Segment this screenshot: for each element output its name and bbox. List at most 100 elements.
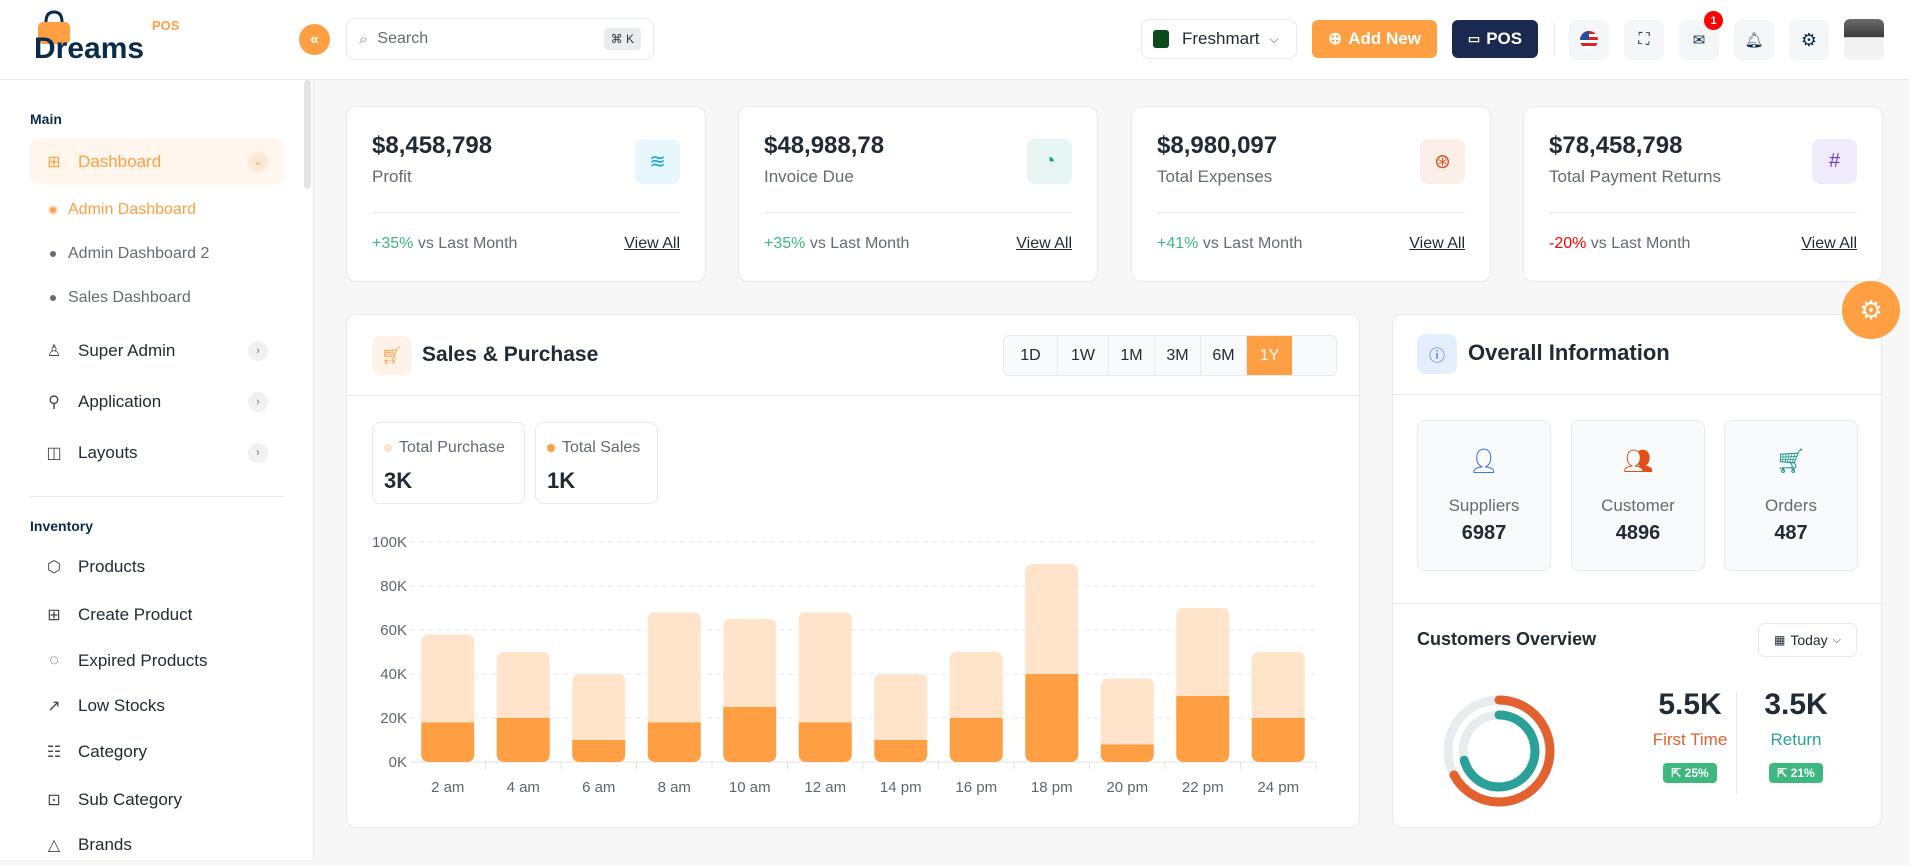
- fullscreen-button[interactable]: ⛶: [1624, 20, 1664, 60]
- mail-button[interactable]: ✉ 1: [1679, 11, 1723, 60]
- avatar[interactable]: [1844, 19, 1884, 59]
- info-box-suppliers[interactable]: 👤︎ Suppliers 6987: [1417, 420, 1551, 571]
- sidebar-item-sub-category[interactable]: ⊡ Sub Category: [30, 780, 284, 820]
- store-select[interactable]: Freshmart ⌵: [1141, 19, 1297, 59]
- tab-1W[interactable]: 1W: [1058, 336, 1109, 375]
- pos-button[interactable]: ▭ POS: [1452, 20, 1538, 58]
- sidebar-sub-sales-dashboard[interactable]: Sales Dashboard: [50, 289, 191, 307]
- customers-overview-title: Customers Overview: [1417, 629, 1597, 649]
- info-box-customer[interactable]: 👥︎ Customer 4896: [1571, 420, 1705, 571]
- sidebar-sub-admin-dashboard[interactable]: Admin Dashboard: [50, 201, 196, 219]
- tab-3M[interactable]: 3M: [1155, 336, 1201, 375]
- sidebar-item-create-product[interactable]: ⊞ Create Product: [30, 595, 284, 635]
- bar-purchase: [798, 612, 852, 723]
- theme-settings-button[interactable]: ⚙: [1842, 281, 1900, 339]
- chart-pie-icon: ◔: [1027, 139, 1072, 184]
- bar-purchase: [1251, 652, 1305, 718]
- legend-total-purchase[interactable]: Total Purchase 3K: [372, 422, 525, 504]
- return-stat: 3.5K Return ⇱ 21%: [1736, 688, 1856, 783]
- x-tick-label: 18 pm: [1031, 779, 1073, 796]
- trending-icon: ↗: [47, 698, 61, 715]
- tab-1Y[interactable]: 1Y: [1247, 336, 1292, 375]
- chevron-right-icon: ›: [248, 443, 268, 463]
- bell-icon: 🔔︎: [1744, 32, 1764, 49]
- gear-icon: ⚙: [1800, 29, 1818, 50]
- mail-icon: ✉: [1692, 32, 1706, 49]
- divider: [1736, 692, 1737, 794]
- sidebar-item-expired-products[interactable]: ◌ Expired Products: [30, 641, 284, 681]
- user-check-icon: 👤︎: [1468, 448, 1500, 475]
- sidebar-sub-admin-dashboard-2[interactable]: Admin Dashboard 2: [50, 245, 209, 263]
- collapse-sidebar-button[interactable]: «: [299, 24, 330, 55]
- divider: [1157, 212, 1465, 213]
- date-filter-dropdown[interactable]: ▦ Today ⌵: [1758, 623, 1857, 657]
- x-tick-label: 22 pm: [1182, 779, 1224, 796]
- joystick-icon: ⚲: [48, 394, 60, 411]
- sidebar-item-products[interactable]: ⬡ Products: [30, 547, 284, 587]
- store-logo-icon: [1153, 30, 1169, 48]
- search-input[interactable]: ⌕ Search ⌘ K: [346, 18, 654, 60]
- tab-6M[interactable]: 6M: [1201, 336, 1247, 375]
- sidebar-item-application[interactable]: ⚲ Application ›: [30, 382, 284, 422]
- bar-purchase: [647, 612, 701, 723]
- x-tick-label: 24 pm: [1257, 779, 1299, 796]
- x-tick-label: 16 pm: [955, 779, 997, 796]
- stat-change: +35% vs Last Month: [764, 235, 910, 252]
- sidebar-item-layouts[interactable]: ◫ Layouts ›: [30, 433, 284, 473]
- bar-purchase: [1025, 564, 1079, 674]
- bar-sales: [723, 707, 777, 762]
- divider: [30, 496, 284, 497]
- customers-donut-chart: [1443, 695, 1555, 807]
- tab-1M[interactable]: 1M: [1109, 336, 1155, 375]
- bar-purchase: [421, 634, 475, 723]
- sidebar-item-super-admin[interactable]: ♙ Super Admin ›: [30, 331, 284, 371]
- box-icon: ⬡: [47, 559, 61, 576]
- sidebar-scrollbar[interactable]: [304, 80, 311, 189]
- view-all-link[interactable]: View All: [624, 235, 680, 252]
- sidebar-item-low-stocks[interactable]: ↗ Low Stocks: [30, 686, 284, 726]
- view-all-link[interactable]: View All: [1409, 235, 1465, 252]
- divider: [764, 212, 1072, 213]
- divider: [372, 212, 680, 213]
- bar-sales: [1025, 674, 1079, 762]
- tab-1D[interactable]: 1D: [1004, 336, 1058, 375]
- chevron-down-icon: ⌵: [1269, 31, 1279, 46]
- x-tick-label: 20 pm: [1106, 779, 1148, 796]
- y-tick-label: 40K: [380, 666, 407, 683]
- notifications-button[interactable]: 🔔︎: [1734, 20, 1774, 60]
- grid-icon: ⊞: [47, 153, 61, 171]
- stat-change: +35% vs Last Month: [372, 235, 518, 252]
- add-new-button[interactable]: ⊕ Add New: [1312, 20, 1437, 58]
- lifebuoy-icon: ⊛: [1420, 139, 1465, 184]
- logo[interactable]: Dreams POS: [34, 10, 194, 65]
- bar-sales: [949, 718, 1003, 762]
- return-growth-badge: ⇱ 21%: [1769, 763, 1823, 783]
- sidebar-item-category[interactable]: ☷ Category: [30, 732, 284, 772]
- sidebar: Main ⊞ Dashboard ⌄ Admin Dashboard Admin …: [0, 80, 314, 860]
- language-flag-button[interactable]: [1569, 20, 1609, 60]
- chevron-down-icon: ⌄: [248, 151, 268, 172]
- bar-sales: [496, 718, 550, 762]
- legend-total-sales[interactable]: Total Sales 1K: [535, 422, 658, 504]
- sidebar-item-dashboard[interactable]: ⊞ Dashboard ⌄: [30, 138, 284, 185]
- mail-count-badge: 1: [1704, 11, 1723, 30]
- chevron-right-icon: ›: [248, 392, 268, 412]
- cart-icon: 🛒︎: [372, 336, 411, 375]
- bar-sales: [421, 722, 475, 762]
- bar-sales: [1251, 718, 1305, 762]
- y-tick-label: 80K: [380, 578, 407, 595]
- y-tick-label: 0K: [389, 754, 407, 771]
- info-box-orders[interactable]: 🛒︎ Orders 487: [1724, 420, 1858, 571]
- card-title: Overall Information: [1468, 340, 1670, 365]
- section-main: Main: [30, 111, 62, 127]
- sidebar-item-brands[interactable]: △ Brands: [30, 825, 284, 865]
- return-arc: [1458, 710, 1540, 792]
- view-all-link[interactable]: View All: [1016, 235, 1072, 252]
- bar-purchase: [496, 652, 550, 718]
- view-all-link[interactable]: View All: [1801, 235, 1857, 252]
- settings-button[interactable]: ⚙: [1789, 20, 1829, 60]
- bar-sales: [874, 740, 928, 762]
- info-icon: ⓘ: [1417, 334, 1457, 374]
- logo-text: Dreams: [34, 32, 144, 60]
